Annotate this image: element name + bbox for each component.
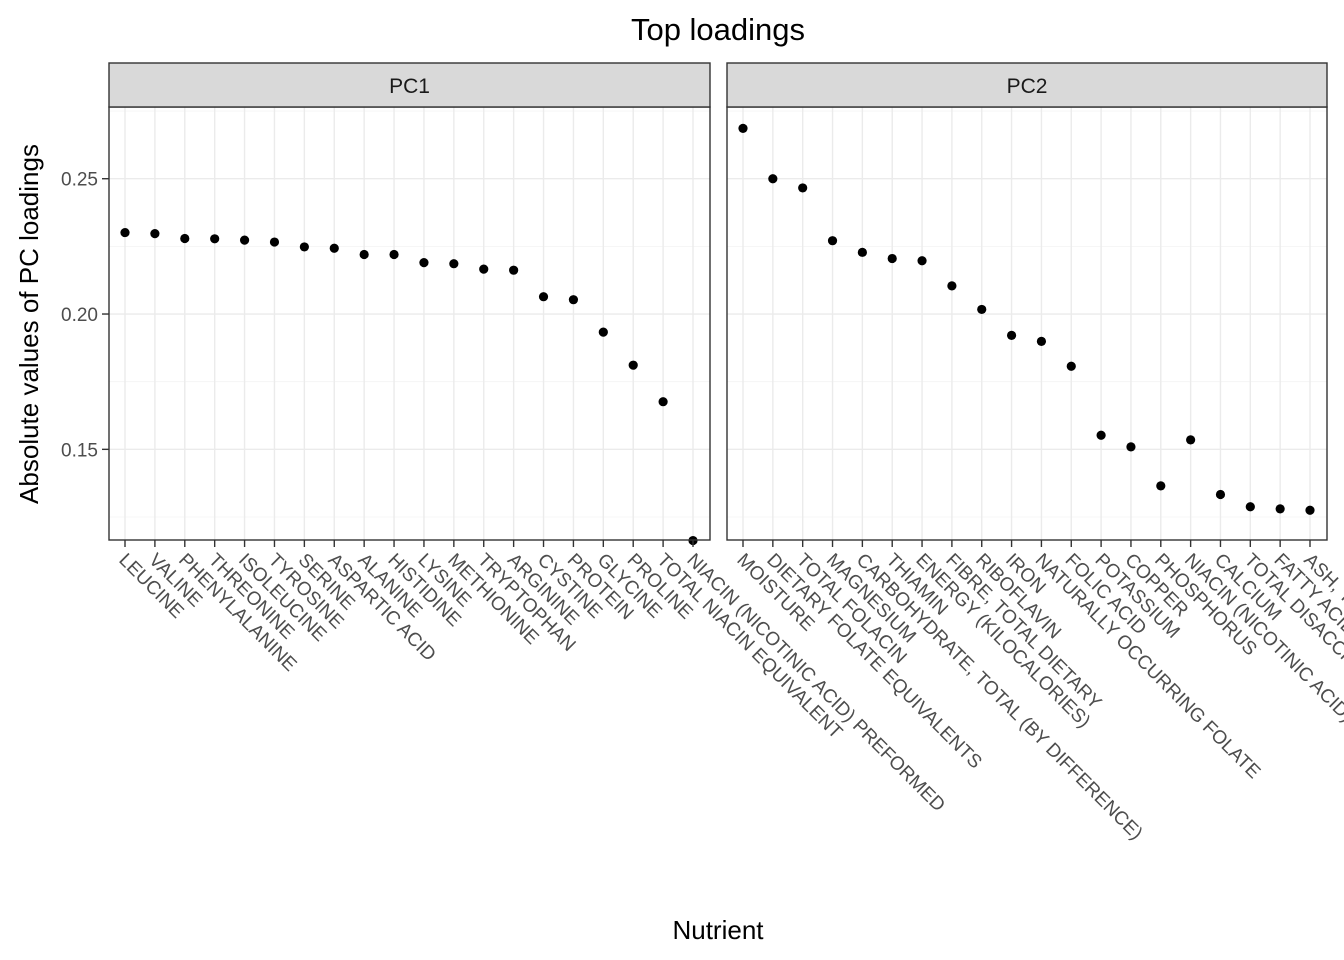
chart-title: Top loadings (631, 12, 805, 47)
data-point (150, 229, 160, 239)
data-point (917, 256, 927, 266)
data-point (977, 304, 987, 315)
data-point (947, 281, 957, 291)
panel-background (109, 107, 710, 540)
panel-background (727, 107, 1327, 540)
data-point (887, 253, 897, 264)
strip-background (726, 62, 1328, 108)
strip-label: PC1 (389, 75, 430, 98)
data-point (180, 233, 190, 244)
facet-panels: PC1LEUCINEVALINEPHENYLALANINETHREONINEIS… (108, 62, 1344, 844)
data-point (329, 243, 339, 253)
data-point (419, 258, 429, 268)
data-point (538, 292, 549, 302)
data-point (738, 123, 748, 133)
data-point (479, 264, 489, 274)
data-point (628, 360, 638, 370)
y-tick-label: 0.15 (61, 440, 98, 461)
y-tick-label: 0.20 (61, 305, 98, 326)
data-point (120, 227, 130, 238)
data-point (1275, 504, 1285, 514)
data-point (1305, 505, 1315, 515)
strip-background (108, 62, 711, 108)
y-axis-title: Absolute values of PC loadings (14, 144, 44, 504)
data-point (1215, 489, 1226, 500)
data-point (509, 265, 519, 275)
data-point (857, 247, 867, 257)
data-point (299, 242, 309, 252)
data-point (239, 235, 250, 245)
data-point (1066, 361, 1076, 371)
data-point (449, 259, 459, 269)
data-point (359, 249, 369, 260)
data-point (658, 397, 668, 407)
x-axis-title: Nutrient (672, 915, 764, 945)
data-point (1126, 442, 1136, 452)
data-point (798, 183, 808, 193)
data-point (1096, 430, 1106, 440)
data-point (1245, 502, 1255, 512)
data-point (1006, 330, 1017, 341)
strip-label: PC2 (1007, 75, 1048, 98)
data-point (210, 234, 220, 244)
y-axis: 0.15 0.20 0.25 (61, 170, 109, 461)
data-point (269, 237, 280, 247)
data-point (1036, 336, 1047, 346)
y-tick-label: 0.25 (61, 170, 98, 191)
data-point (1186, 435, 1196, 445)
data-point (568, 295, 579, 305)
data-point (389, 249, 399, 260)
data-point (1156, 481, 1166, 491)
data-point (598, 327, 608, 337)
data-point (827, 236, 838, 246)
data-point (768, 174, 778, 184)
